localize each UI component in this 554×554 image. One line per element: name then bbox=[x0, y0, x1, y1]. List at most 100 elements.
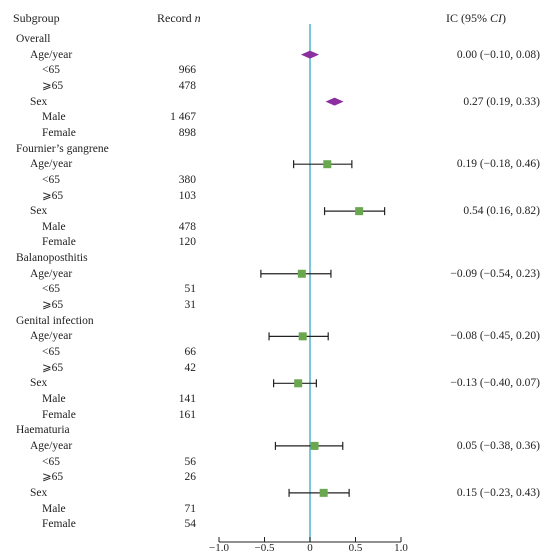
row-count: 1 467 bbox=[170, 111, 196, 124]
row-label: Female bbox=[42, 126, 76, 139]
record-header-n: n bbox=[194, 11, 201, 25]
table-row: Age/year bbox=[0, 438, 554, 454]
row-label: ⩾65 bbox=[42, 471, 64, 484]
row-count: 161 bbox=[178, 408, 196, 421]
table-row: Sex bbox=[0, 94, 554, 110]
row-count: 103 bbox=[178, 189, 196, 202]
table-row: ⩾65 31 bbox=[0, 297, 554, 313]
row-label: Sex bbox=[30, 486, 48, 499]
x-tick-label: 0 bbox=[307, 542, 313, 554]
ci-label: 0.19 (−0.18, 0.46) bbox=[456, 158, 540, 171]
row-label: Male bbox=[42, 392, 66, 405]
table-row: Female 54 bbox=[0, 516, 554, 532]
row-label: Fournier’s gangrene bbox=[16, 142, 109, 155]
row-count: 26 bbox=[184, 471, 197, 484]
row-count: 478 bbox=[178, 220, 196, 233]
row-label: Overall bbox=[16, 33, 51, 45]
table-row: Age/year bbox=[0, 328, 554, 344]
table-row: Sex bbox=[0, 485, 554, 501]
table-row: Age/year bbox=[0, 266, 554, 282]
row-label: Age/year bbox=[30, 330, 73, 343]
ci-text-row: 0.05 (−0.38, 0.36) bbox=[0, 438, 554, 454]
table-row: <65 56 bbox=[0, 454, 554, 470]
row-label: Sex bbox=[30, 95, 48, 108]
row-label: Age/year bbox=[30, 48, 73, 61]
table-row: ⩾65 42 bbox=[0, 360, 554, 376]
table-row: Fournier’s gangrene bbox=[0, 141, 554, 157]
table-row: Female 898 bbox=[0, 125, 554, 141]
table-row: Sex bbox=[0, 375, 554, 391]
square-marker bbox=[310, 441, 319, 450]
subgroup-header-text: Subgroup bbox=[13, 11, 60, 25]
row-label: Female bbox=[42, 518, 76, 531]
ci-text-row: −0.13 (−0.40, 0.07) bbox=[0, 375, 554, 391]
ci-label: 0.54 (0.16, 0.82) bbox=[463, 205, 540, 218]
ci-label: 0.05 (−0.38, 0.36) bbox=[456, 439, 540, 452]
row-count: 898 bbox=[178, 126, 196, 139]
row-label: Balanoposthitis bbox=[16, 252, 88, 265]
ci-text-row: 0.54 (0.16, 0.82) bbox=[0, 203, 554, 219]
row-label: <65 bbox=[42, 283, 60, 296]
table-row: ⩾65 478 bbox=[0, 78, 554, 94]
square-marker bbox=[319, 488, 328, 497]
record-header-text: Record bbox=[157, 11, 195, 25]
table-row: ⩾65 26 bbox=[0, 469, 554, 485]
table-row: <65 51 bbox=[0, 281, 554, 297]
x-tick-label: −0.5 bbox=[255, 542, 275, 554]
ci-text-row: 0.15 (−0.23, 0.43) bbox=[0, 485, 554, 501]
row-label: Sex bbox=[30, 205, 48, 218]
table-row: Male 478 bbox=[0, 219, 554, 235]
ic-header-ci: CI bbox=[490, 11, 502, 25]
row-count: 66 bbox=[184, 346, 197, 358]
ci-label: 0.00 (−0.10, 0.08) bbox=[456, 48, 540, 61]
row-label: ⩾65 bbox=[42, 299, 64, 312]
record-n-header: Record n bbox=[157, 10, 201, 26]
ic-header-text: IC (95% bbox=[446, 11, 490, 25]
row-label: <65 bbox=[42, 346, 60, 358]
row-label: Age/year bbox=[30, 267, 73, 280]
table-row: <65 380 bbox=[0, 172, 554, 188]
row-count: 120 bbox=[178, 236, 196, 249]
row-label: Genital infection bbox=[16, 314, 94, 327]
square-marker bbox=[355, 207, 364, 216]
row-label: Male bbox=[42, 111, 66, 124]
table-row: Age/year bbox=[0, 47, 554, 63]
ci-text-row: −0.08 (−0.45, 0.20) bbox=[0, 328, 554, 344]
row-label: ⩾65 bbox=[42, 79, 64, 92]
ci-text-row: 0.00 (−0.10, 0.08) bbox=[0, 47, 554, 63]
row-count: 51 bbox=[184, 283, 197, 296]
table-row: <65 966 bbox=[0, 62, 554, 78]
row-count: 54 bbox=[184, 518, 197, 531]
row-label: Age/year bbox=[30, 158, 73, 171]
ci-text-row: 0.27 (0.19, 0.33) bbox=[0, 94, 554, 110]
square-marker bbox=[323, 160, 332, 169]
row-label: Age/year bbox=[30, 439, 73, 452]
square-marker bbox=[298, 332, 307, 341]
square-marker bbox=[294, 379, 303, 388]
ci-label: −0.09 (−0.54, 0.23) bbox=[450, 267, 540, 280]
ic-header-close: ) bbox=[502, 11, 506, 25]
row-label: <65 bbox=[42, 64, 60, 77]
table-row: Male 141 bbox=[0, 391, 554, 407]
table-row: Male 71 bbox=[0, 501, 554, 517]
row-label: Male bbox=[42, 220, 66, 233]
row-label: Haematuria bbox=[16, 424, 70, 437]
ci-label: −0.08 (−0.45, 0.20) bbox=[450, 330, 540, 343]
row-label: Female bbox=[42, 236, 76, 249]
table-row: ⩾65 103 bbox=[0, 188, 554, 204]
row-count: 56 bbox=[184, 455, 197, 468]
table-row: <65 66 bbox=[0, 344, 554, 360]
row-count: 380 bbox=[178, 173, 196, 186]
table-row: Male 1 467 bbox=[0, 109, 554, 125]
row-count: 966 bbox=[178, 64, 196, 77]
row-label: Male bbox=[42, 502, 66, 515]
square-marker bbox=[297, 269, 306, 278]
ic-header: IC (95% CI) bbox=[446, 10, 506, 26]
row-label: <65 bbox=[42, 455, 60, 468]
x-tick-label: −1.0 bbox=[209, 542, 229, 554]
table-row: Sex bbox=[0, 203, 554, 219]
ci-label: −0.13 (−0.40, 0.07) bbox=[450, 377, 540, 390]
ci-text-row: −0.09 (−0.54, 0.23) bbox=[0, 266, 554, 282]
table-row: Female 120 bbox=[0, 234, 554, 250]
